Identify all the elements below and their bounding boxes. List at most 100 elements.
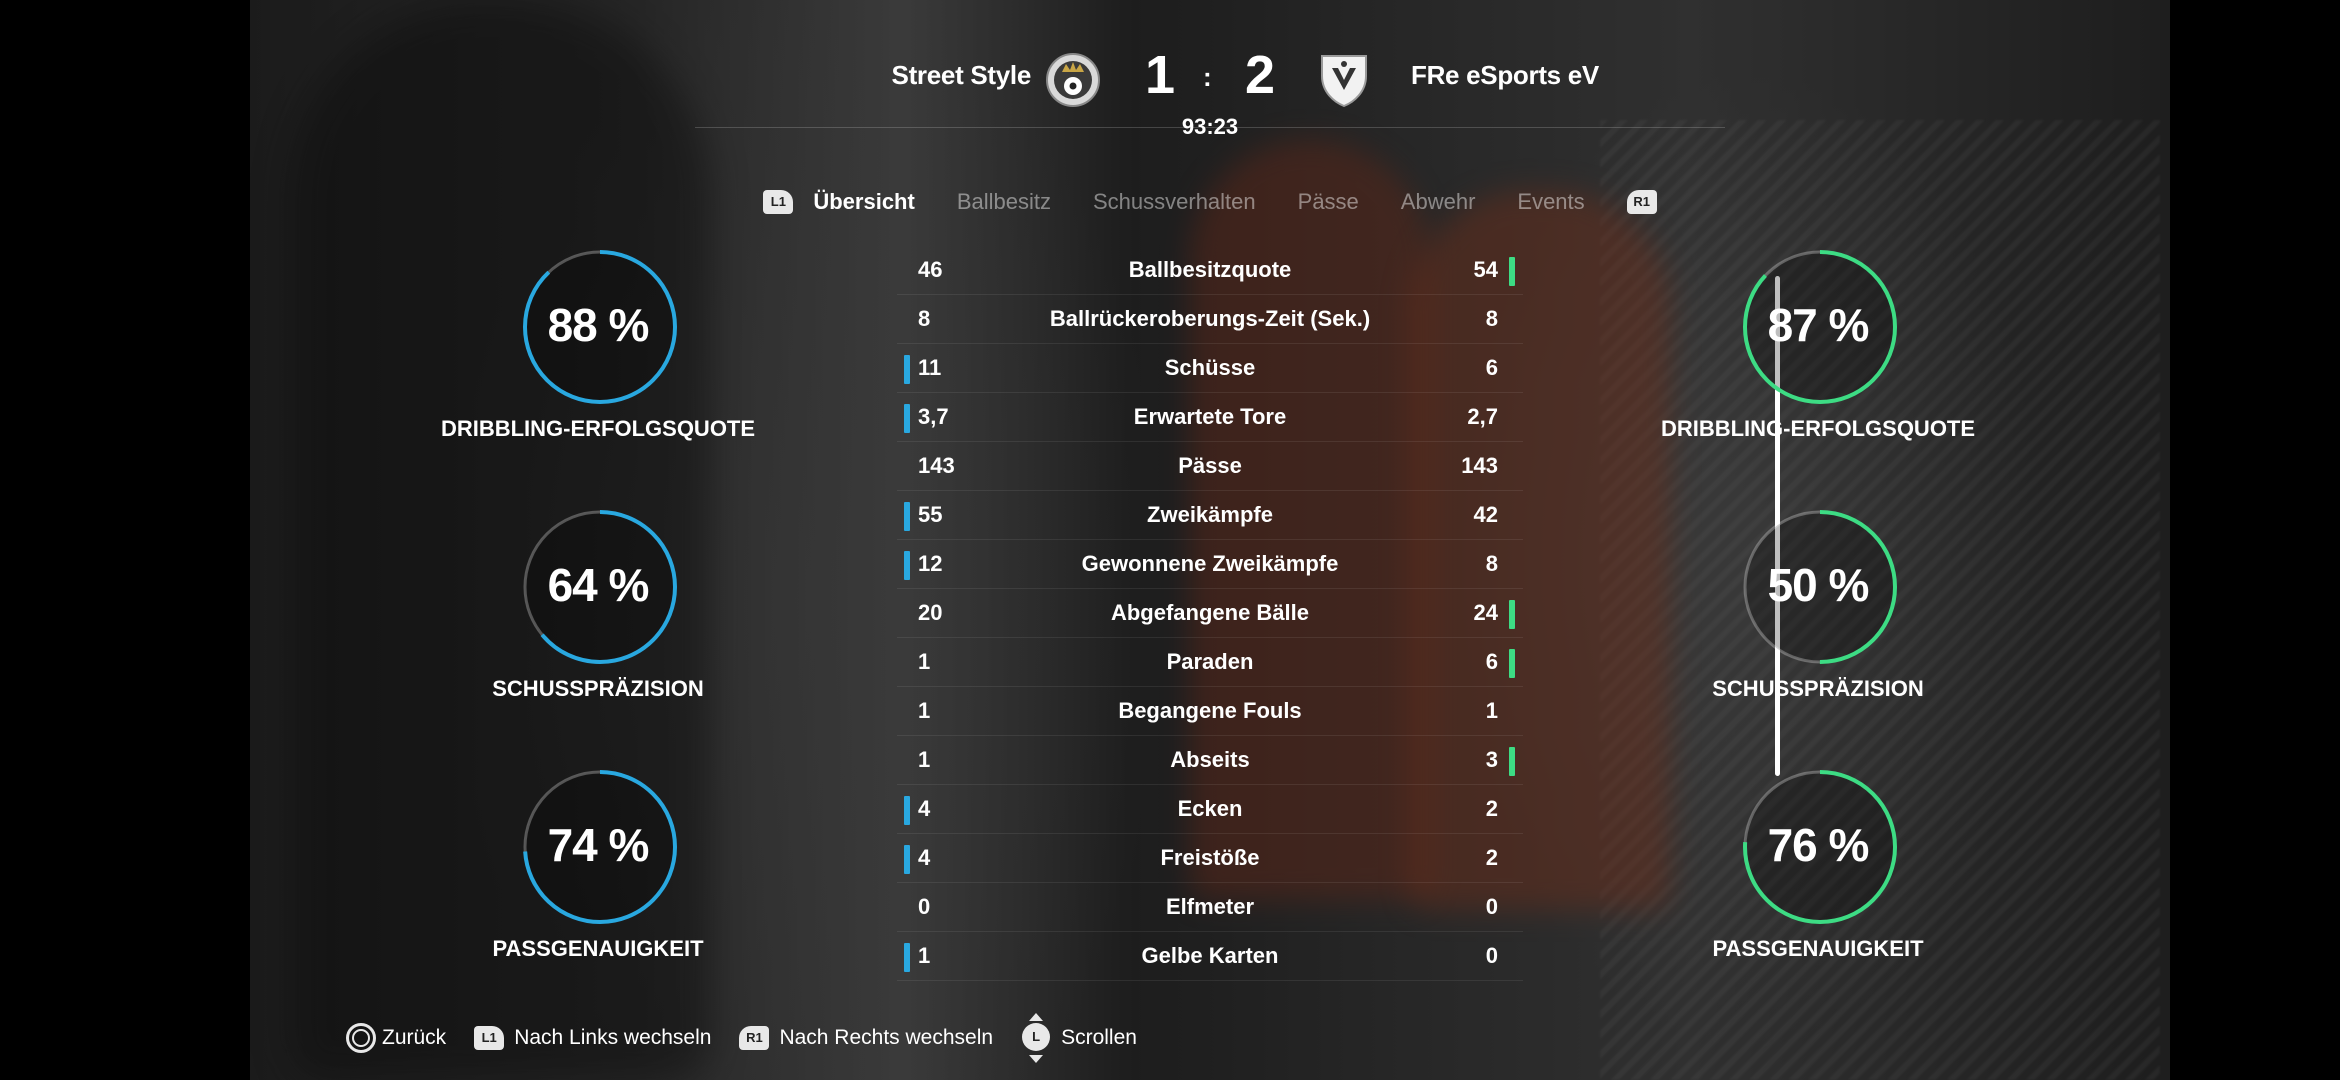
home-stat-value: 46	[918, 257, 943, 282]
tab-uebersicht[interactable]: Übersicht	[813, 189, 915, 214]
ring-progress-arc	[1743, 250, 1897, 404]
stats-table[interactable]: Ballbesitzquote 46 54 Ballrückeroberungs-Ze…	[897, 246, 1523, 981]
stat-label: Gewonnene Zweikämpfe	[1081, 551, 1339, 576]
away-leader-bar	[1509, 649, 1515, 678]
home-stat-value: 8	[918, 306, 931, 331]
stat-label: Ballrückeroberungs-Zeit (Sek.)	[1049, 306, 1371, 331]
stat-label: Paraden	[1166, 649, 1254, 674]
tab-ballbesitz[interactable]: Ballbesitz	[956, 189, 1051, 214]
ring-percentage: 88 %	[547, 299, 650, 351]
away-score: 2	[1245, 45, 1276, 105]
stat-label: Gelbe Karten	[1141, 943, 1279, 968]
stats-scrollbar[interactable]	[1775, 276, 1780, 776]
stat-row: Paraden 1 6	[897, 638, 1523, 687]
stat-label: Zweikämpfe	[1147, 502, 1273, 527]
header-divider	[695, 127, 1725, 128]
home-team-crest-icon	[1046, 53, 1100, 107]
home-progress-ring	[523, 770, 677, 924]
home-leader-bar	[904, 404, 910, 433]
away-progress-ring	[1743, 510, 1897, 664]
ring-progress-arc	[523, 770, 677, 924]
ring-label: SCHUSSPRÄZISION	[1712, 676, 1924, 701]
stat-row: Pässe 143 143	[897, 442, 1523, 491]
away-progress-ring	[1743, 250, 1897, 404]
away-leader-bar	[1509, 257, 1515, 286]
stats-tabs: L1 Übersicht Ballbesitz Schussverhalten …	[250, 182, 2170, 222]
ring-percentage: 64 %	[547, 559, 650, 611]
stat-row: Elfmeter 0 0	[897, 883, 1523, 932]
r1-shoulder-icon[interactable]: R1	[1626, 190, 1657, 214]
next-tab-label: Nach Rechts wechseln	[779, 1026, 994, 1049]
home-progress-ring	[523, 510, 677, 664]
away-stat-value: 24	[1473, 600, 1498, 625]
away-stat-value: 8	[1485, 306, 1498, 331]
away-progress-ring	[1743, 770, 1897, 924]
away-stat-value: 8	[1485, 551, 1498, 576]
away-stat-value: 3	[1485, 747, 1498, 772]
away-stat-value: 42	[1473, 502, 1498, 527]
away-stat-value: 0	[1485, 943, 1498, 968]
tab-schussverhalten[interactable]: Schussverhalten	[1092, 189, 1256, 214]
stat-label: Schüsse	[1164, 355, 1256, 380]
stat-row: Abseits 1 3	[897, 736, 1523, 785]
scroll-hint[interactable]: L Scrollen	[1021, 1013, 1137, 1063]
home-leader-bar	[904, 502, 910, 531]
stat-row: Gelbe Karten 1 0	[897, 932, 1523, 981]
match-clock: 93:23	[1181, 114, 1239, 139]
ring-percentage: 87 %	[1767, 299, 1870, 351]
home-stat-value: 0	[918, 894, 931, 919]
circle-button-icon	[346, 1023, 376, 1053]
tab-paesse[interactable]: Pässe	[1297, 189, 1359, 214]
away-stat-value: 2	[1485, 796, 1498, 821]
away-stat-value: 1	[1485, 698, 1498, 723]
ring-label: DRIBBLING-ERFOLGSQUOTE	[1660, 416, 1976, 441]
stat-row: Zweikämpfe 55 42	[897, 491, 1523, 540]
home-stat-value: 4	[918, 796, 931, 821]
away-stat-value: 6	[1485, 355, 1498, 380]
home-stat-value: 4	[918, 845, 931, 870]
home-stat-value: 1	[918, 698, 931, 723]
stat-row: Ballbesitzquote 46 54	[897, 246, 1523, 295]
next-tab-hint[interactable]: R1 Nach Rechts wechseln	[739, 1026, 993, 1050]
home-leader-bar	[904, 943, 910, 972]
home-stat-value: 12	[918, 551, 943, 576]
score-separator: :	[1203, 62, 1212, 92]
stat-row: Ballrückeroberungs-Zeit (Sek.) 8 8	[897, 295, 1523, 344]
home-leader-bar	[904, 551, 910, 580]
scroll-label: Scrollen	[1061, 1026, 1137, 1049]
stat-row: Ecken 4 2	[897, 785, 1523, 834]
home-ring-stat: 88 % DRIBBLING-ERFOLGSQUOTE	[428, 250, 768, 470]
stat-row: Schüsse 11 6	[897, 344, 1523, 393]
stat-row: Gewonnene Zweikämpfe 12 8	[897, 540, 1523, 589]
tab-abwehr[interactable]: Abwehr	[1400, 189, 1476, 214]
ring-progress-arc	[1743, 770, 1897, 924]
home-team-name: Street Style	[891, 60, 1032, 90]
home-stat-value: 143	[918, 453, 955, 478]
stat-label: Ballbesitzquote	[1128, 257, 1292, 282]
stat-label: Pässe	[1178, 453, 1242, 478]
match-stats-screen: Street Style 1 : 2 FRe eSports eV 93:23 …	[250, 0, 2170, 1080]
stat-row: Abgefangene Bälle 20 24	[897, 589, 1523, 638]
stat-label: Freistöße	[1160, 845, 1260, 870]
stat-label: Abseits	[1170, 747, 1250, 772]
stat-row: Begangene Fouls 1 1	[897, 687, 1523, 736]
home-leader-bar	[904, 845, 910, 874]
back-hint[interactable]: Zurück	[346, 1023, 446, 1053]
stat-label: Abgefangene Bälle	[1110, 600, 1310, 625]
home-stat-value: 55	[918, 502, 943, 527]
l1-shoulder-icon[interactable]: L1	[763, 190, 794, 214]
controller-hints: Zurück L1 Nach Links wechseln R1 Nach Re…	[346, 1013, 1165, 1063]
away-stat-value: 54	[1473, 257, 1498, 282]
stat-label: Elfmeter	[1165, 894, 1255, 919]
stat-label: Erwartete Tore	[1133, 404, 1287, 429]
stat-row: Freistöße 4 2	[897, 834, 1523, 883]
away-team-name: FRe eSports eV	[1411, 60, 1599, 90]
prev-tab-label: Nach Links wechseln	[514, 1026, 712, 1049]
tab-events[interactable]: Events	[1517, 189, 1585, 214]
scoreboard: Street Style 1 : 2 FRe eSports eV 93:23	[250, 40, 2170, 140]
ring-progress-arc	[523, 510, 677, 664]
home-leader-bar	[904, 355, 910, 384]
home-stat-value: 1	[918, 747, 931, 772]
prev-tab-hint[interactable]: L1 Nach Links wechseln	[474, 1026, 711, 1050]
ring-label: PASSGENAUIGKEIT	[1712, 936, 1924, 961]
